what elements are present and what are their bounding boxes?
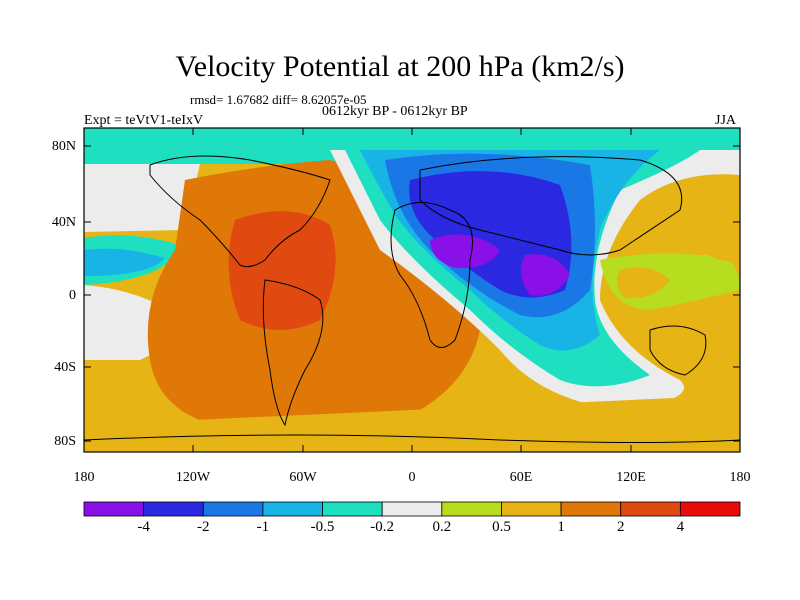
velocity-potential-field	[84, 128, 740, 452]
colorbar-swatch	[501, 501, 562, 517]
y-tick-label: 40N	[51, 215, 76, 230]
stats-label: rmsd= 1.67682 diff= 8.62057e-05	[190, 92, 367, 107]
colorbar-label: 0.2	[432, 519, 452, 535]
colorbar-swatch	[679, 501, 741, 517]
y-tick-label: 80S	[54, 434, 76, 449]
colorbar	[83, 501, 741, 517]
x-tick-label: 120E	[616, 470, 646, 485]
colorbar-label: -2	[197, 519, 210, 535]
colorbar-label: 4	[676, 519, 685, 535]
colorbar-label: 1	[557, 519, 565, 535]
colorbar-swatch	[620, 501, 681, 517]
colorbar-swatch	[322, 501, 383, 517]
colorbar-label: -4	[137, 519, 150, 535]
colorbar-swatch	[381, 501, 443, 517]
x-tick-label: 0	[408, 470, 416, 485]
season-label: JJA	[715, 113, 737, 128]
coastlines	[83, 155, 741, 443]
colorbar-swatch	[262, 501, 323, 517]
y-tick-label: 40S	[54, 360, 76, 375]
colorbar-label: -0.2	[370, 519, 395, 535]
x-tick-label: 60E	[509, 470, 533, 485]
colorbar-label: -1	[256, 519, 270, 535]
colorbar-label: 0.5	[492, 519, 511, 535]
colorbar-swatch	[560, 501, 622, 517]
x-tick-label: 180	[729, 470, 751, 485]
x-tick-label: 60W	[289, 470, 317, 485]
x-tick-label: 120W	[175, 470, 211, 485]
colorbar-label: 2	[616, 519, 625, 535]
tick-marks	[83, 128, 741, 452]
colorbar-swatch	[83, 501, 145, 517]
colorbar-label: -0.5	[310, 519, 335, 535]
y-tick-label: 80N	[51, 139, 76, 154]
colorbar-swatch	[441, 501, 502, 517]
map-title: Velocity Potential at 200 hPa (km2/s)	[175, 50, 625, 83]
experiment-label: Expt = teVtV1-teIxV	[84, 113, 204, 128]
y-tick-label: 0	[69, 288, 76, 303]
colorbar-swatch	[202, 501, 264, 517]
colorbar-swatch	[143, 501, 204, 517]
x-tick-label: 180	[73, 470, 95, 485]
period-label: 0612kyr BP - 0612kyr BP	[322, 104, 468, 119]
